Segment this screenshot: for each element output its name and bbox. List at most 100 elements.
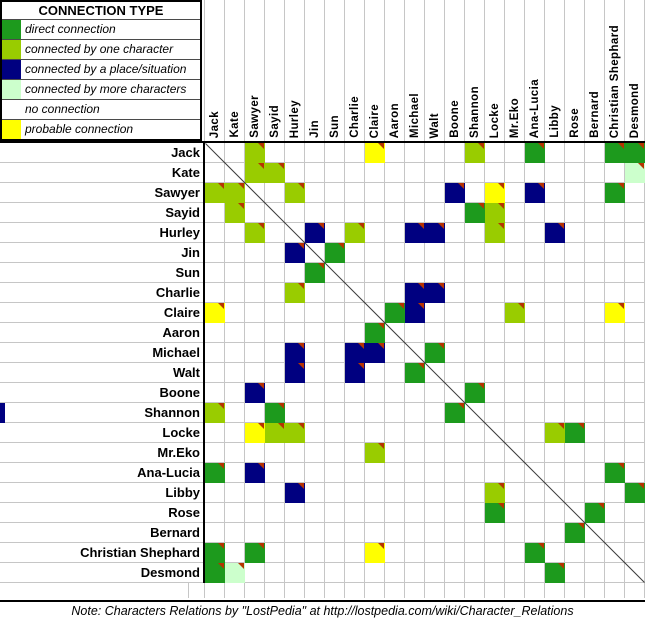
- matrix-cell[interactable]: [505, 143, 525, 163]
- matrix-cell[interactable]: [565, 303, 585, 323]
- matrix-cell[interactable]: [245, 243, 265, 263]
- matrix-cell[interactable]: [545, 303, 565, 323]
- matrix-cell[interactable]: [545, 343, 565, 363]
- matrix-cell[interactable]: [605, 243, 625, 263]
- matrix-cell[interactable]: [345, 543, 365, 563]
- matrix-cell[interactable]: [205, 503, 225, 523]
- matrix-cell[interactable]: [485, 443, 505, 463]
- matrix-cell[interactable]: [545, 323, 565, 343]
- matrix-cell[interactable]: [385, 163, 405, 183]
- matrix-cell[interactable]: [285, 363, 305, 383]
- matrix-cell[interactable]: [285, 243, 305, 263]
- matrix-cell[interactable]: [565, 503, 585, 523]
- matrix-cell[interactable]: [245, 423, 265, 443]
- matrix-cell[interactable]: [345, 303, 365, 323]
- matrix-cell[interactable]: [545, 143, 565, 163]
- matrix-cell[interactable]: [605, 503, 625, 523]
- matrix-cell[interactable]: [465, 523, 485, 543]
- matrix-cell[interactable]: [585, 463, 605, 483]
- matrix-cell[interactable]: [605, 383, 625, 403]
- matrix-cell[interactable]: [565, 463, 585, 483]
- matrix-cell[interactable]: [545, 363, 565, 383]
- matrix-cell[interactable]: [505, 263, 525, 283]
- matrix-cell[interactable]: [505, 523, 525, 543]
- matrix-cell[interactable]: [525, 323, 545, 343]
- matrix-cell[interactable]: [265, 223, 285, 243]
- matrix-cell[interactable]: [505, 163, 525, 183]
- matrix-cell[interactable]: [365, 383, 385, 403]
- matrix-cell[interactable]: [525, 243, 545, 263]
- matrix-cell[interactable]: [365, 403, 385, 423]
- matrix-cell[interactable]: [585, 143, 605, 163]
- matrix-cell[interactable]: [585, 523, 605, 543]
- matrix-cell[interactable]: [505, 323, 525, 343]
- matrix-cell[interactable]: [445, 363, 465, 383]
- matrix-cell[interactable]: [465, 143, 485, 163]
- matrix-cell[interactable]: [305, 403, 325, 423]
- matrix-cell[interactable]: [265, 303, 285, 323]
- matrix-cell[interactable]: [485, 383, 505, 403]
- matrix-cell[interactable]: [265, 383, 285, 403]
- matrix-cell[interactable]: [445, 323, 465, 343]
- matrix-cell[interactable]: [465, 363, 485, 383]
- matrix-cell[interactable]: [265, 363, 285, 383]
- matrix-cell[interactable]: [405, 423, 425, 443]
- matrix-cell[interactable]: [345, 143, 365, 163]
- matrix-cell[interactable]: [465, 483, 485, 503]
- matrix-cell[interactable]: [325, 343, 345, 363]
- matrix-cell[interactable]: [585, 183, 605, 203]
- matrix-cell[interactable]: [345, 243, 365, 263]
- matrix-cell[interactable]: [205, 423, 225, 443]
- matrix-cell[interactable]: [545, 483, 565, 503]
- matrix-cell[interactable]: [225, 383, 245, 403]
- matrix-cell[interactable]: [445, 563, 465, 583]
- matrix-cell[interactable]: [405, 163, 425, 183]
- matrix-cell[interactable]: [265, 483, 285, 503]
- matrix-cell[interactable]: [445, 243, 465, 263]
- matrix-cell[interactable]: [485, 463, 505, 483]
- matrix-cell[interactable]: [465, 503, 485, 523]
- matrix-cell[interactable]: [365, 483, 385, 503]
- matrix-cell[interactable]: [505, 543, 525, 563]
- matrix-cell[interactable]: [205, 243, 225, 263]
- matrix-cell[interactable]: [225, 503, 245, 523]
- matrix-cell[interactable]: [505, 423, 525, 443]
- matrix-cell[interactable]: [425, 143, 445, 163]
- matrix-cell[interactable]: [585, 503, 605, 523]
- matrix-cell[interactable]: [485, 483, 505, 503]
- matrix-cell[interactable]: [285, 183, 305, 203]
- matrix-cell[interactable]: [505, 343, 525, 363]
- matrix-cell[interactable]: [465, 303, 485, 323]
- matrix-cell[interactable]: [385, 283, 405, 303]
- matrix-cell[interactable]: [465, 383, 485, 403]
- matrix-cell[interactable]: [305, 243, 325, 263]
- matrix-cell[interactable]: [485, 403, 505, 423]
- matrix-cell[interactable]: [445, 383, 465, 403]
- matrix-cell[interactable]: [385, 303, 405, 323]
- matrix-cell[interactable]: [385, 243, 405, 263]
- matrix-cell[interactable]: [545, 403, 565, 423]
- matrix-cell[interactable]: [365, 443, 385, 463]
- matrix-cell[interactable]: [565, 203, 585, 223]
- matrix-cell[interactable]: [565, 163, 585, 183]
- matrix-cell[interactable]: [405, 203, 425, 223]
- matrix-cell[interactable]: [445, 303, 465, 323]
- matrix-cell[interactable]: [285, 403, 305, 423]
- matrix-cell[interactable]: [445, 163, 465, 183]
- matrix-cell[interactable]: [565, 443, 585, 463]
- matrix-cell[interactable]: [205, 463, 225, 483]
- matrix-cell[interactable]: [605, 563, 625, 583]
- matrix-cell[interactable]: [625, 383, 645, 403]
- matrix-cell[interactable]: [365, 503, 385, 523]
- matrix-cell[interactable]: [385, 483, 405, 503]
- matrix-cell[interactable]: [525, 303, 545, 323]
- matrix-cell[interactable]: [625, 263, 645, 283]
- matrix-cell[interactable]: [225, 523, 245, 543]
- matrix-cell[interactable]: [265, 163, 285, 183]
- matrix-cell[interactable]: [625, 303, 645, 323]
- matrix-cell[interactable]: [625, 203, 645, 223]
- matrix-cell[interactable]: [405, 523, 425, 543]
- matrix-cell[interactable]: [505, 483, 525, 503]
- matrix-cell[interactable]: [385, 323, 405, 343]
- matrix-cell[interactable]: [225, 143, 245, 163]
